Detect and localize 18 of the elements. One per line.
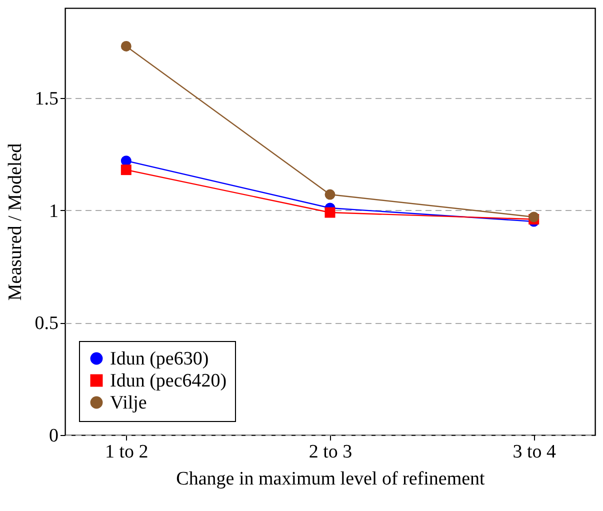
- point: [120, 40, 132, 52]
- y-tick-label: 1: [49, 200, 58, 222]
- point: [120, 156, 132, 166]
- point: [120, 164, 132, 176]
- point: [324, 207, 336, 218]
- x-tick-label: 3 to 4: [512, 442, 556, 462]
- x-tick-label: 1 to 2: [105, 442, 148, 462]
- legend-label: Vilje: [110, 392, 147, 414]
- x-axis-title: Change in maximum level of refinement: [176, 468, 486, 490]
- x-tick-label: 2 to 3: [308, 442, 352, 462]
- y-tick-label: 0.5: [34, 313, 58, 334]
- y-axis-title: Measured / Modeled: [4, 142, 26, 301]
- y-tick-label: 1.5: [34, 88, 58, 110]
- y-tick-label: 0: [49, 426, 58, 446]
- point: [324, 189, 336, 200]
- legend-label: Idun (pe630): [110, 348, 209, 370]
- legend-label: Idun (pec6420): [110, 370, 227, 392]
- point: [528, 212, 540, 222]
